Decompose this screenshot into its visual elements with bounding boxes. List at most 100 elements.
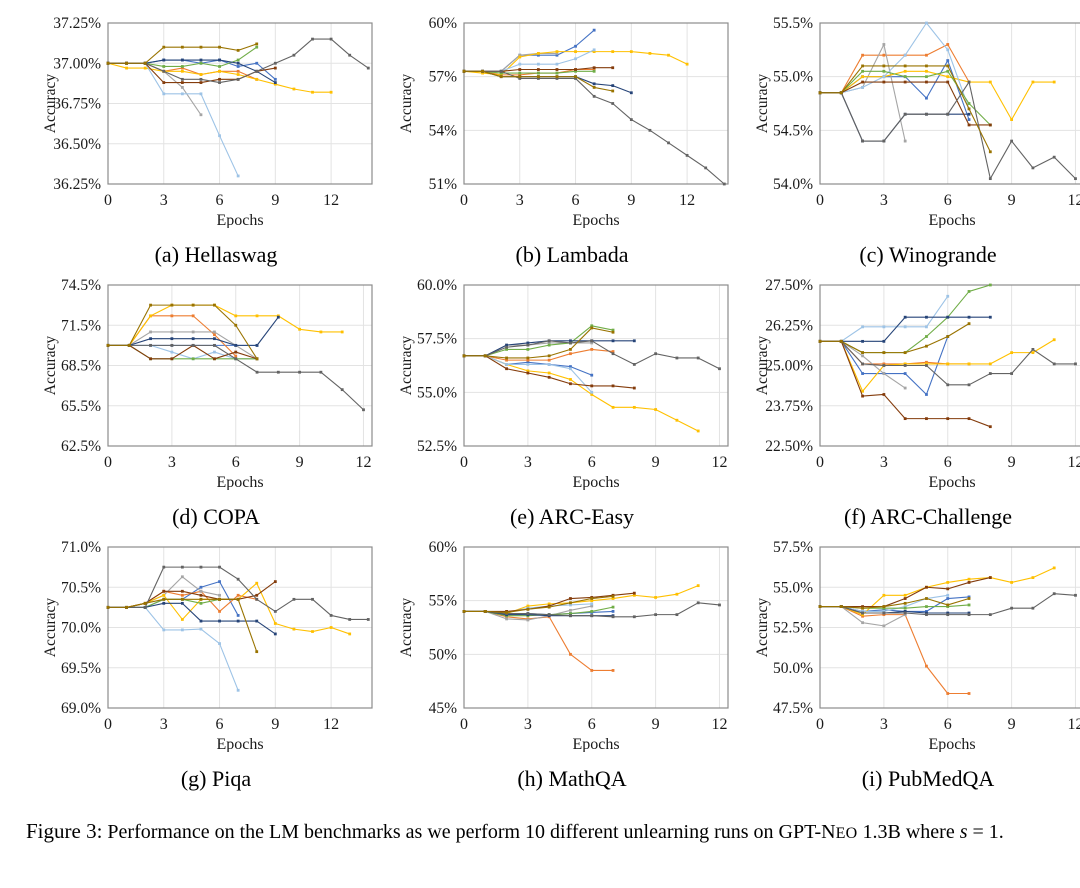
chart-panel-arc-challenge: 22.50% 23.75% 25.00% 26.25% 27.50% 0 3 6 9 12 Epoc… [754,278,1080,530]
svg-text:0: 0 [460,716,468,733]
hellaswag-line-chart: 36.25% 36.50% 36.75% 37.00% 37.25% 0 3 6 9 12 Epoc… [42,16,373,228]
svg-text:12: 12 [711,716,727,733]
svg-text:36.75%: 36.75% [53,96,101,113]
svg-text:23.75%: 23.75% [765,398,813,415]
svg-text:6: 6 [944,716,952,733]
svg-text:54.5%: 54.5% [773,122,813,139]
svg-text:0: 0 [104,192,112,209]
svg-text:12: 12 [679,192,695,209]
svg-text:Accuracy: Accuracy [42,336,59,396]
chart-caption-mathqa: (h) MathQA [517,766,627,791]
chart-panel-copa: 62.5% 65.5% 68.5% 71.5% 74.5% 0 3 6 9 12 Epochs Acc… [42,278,390,530]
svg-text:70.0%: 70.0% [61,620,101,637]
svg-text:3: 3 [524,716,532,733]
chart-panel-lambada: 51% 54% 57% 60% 0 3 6 9 12 Epochs Accuracy (b) Lam… [398,16,746,268]
svg-text:71.5%: 71.5% [61,317,101,334]
chart-panel-winogrande: 54.0% 54.5% 55.0% 55.5% 0 3 6 9 12 Epochs Accuracy… [754,16,1080,268]
svg-text:9: 9 [627,192,635,209]
svg-text:70.5%: 70.5% [61,579,101,596]
svg-text:3: 3 [880,454,888,471]
svg-text:Epochs: Epochs [216,474,263,490]
chart-caption-hellaswag: (a) Hellaswag [154,242,278,267]
svg-text:0: 0 [104,716,112,733]
svg-text:12: 12 [323,192,339,209]
chart-caption-piqa: (g) Piqa [180,766,252,791]
svg-text:3: 3 [160,716,168,733]
svg-text:6: 6 [588,716,596,733]
svg-text:52.5%: 52.5% [773,620,813,637]
svg-text:12: 12 [711,454,727,471]
chart-caption-copa: (d) COPA [172,504,260,529]
piqa-line-chart: 69.0% 69.5% 70.0% 70.5% 71.0% 0 3 6 9 12 Epochs Acc… [42,540,373,752]
svg-text:69.0%: 69.0% [61,700,101,717]
chart-panel-hellaswag: 36.25% 36.50% 36.75% 37.00% 37.25% 0 3 6 9 12 Epoc… [42,16,390,268]
chart-panel-pubmedqa: 47.5% 50.0% 52.5% 55.0% 57.5% 0 3 6 9 12 Epochs Acc… [754,540,1080,792]
figure-caption-body-2: 1.3B where [857,821,960,843]
svg-text:9: 9 [271,192,279,209]
svg-text:Accuracy: Accuracy [754,598,771,658]
svg-text:Accuracy: Accuracy [42,74,59,134]
svg-text:Accuracy: Accuracy [398,336,415,396]
svg-text:6: 6 [944,454,952,471]
svg-text:50.0%: 50.0% [773,660,813,677]
svg-text:3: 3 [516,192,524,209]
svg-text:3: 3 [160,192,168,209]
svg-text:62.5%: 62.5% [61,438,101,455]
svg-text:69.5%: 69.5% [61,660,101,677]
figure-caption: Figure 3: Performance on the LM benchmar… [26,818,1056,846]
chart-caption-arc-easy: (e) ARC-Easy [509,504,635,529]
svg-text:55.0%: 55.0% [773,579,813,596]
svg-text:9: 9 [271,716,279,733]
svg-text:12: 12 [355,454,371,471]
svg-text:55.5%: 55.5% [773,16,813,32]
svg-text:0: 0 [816,192,824,209]
figure-caption-label: Figure 3: [26,819,103,843]
svg-text:0: 0 [816,454,824,471]
mathqa-line-chart: 45% 50% 55% 60% 0 3 6 9 12 Epochs Accuracy [398,540,729,752]
svg-text:27.50%: 27.50% [765,278,813,294]
chart-panel-mathqa: 45% 50% 55% 60% 0 3 6 9 12 Epochs Accuracy (h) Mat… [398,540,746,792]
svg-text:9: 9 [1008,192,1016,209]
chart-caption-arc-challenge: (f) ARC-Challenge [843,504,1013,529]
svg-text:Epochs: Epochs [928,736,975,752]
svg-text:45%: 45% [429,700,458,717]
svg-text:54.0%: 54.0% [773,176,813,193]
svg-text:Accuracy: Accuracy [398,74,415,134]
figure-caption-smallcaps: EO [835,825,858,842]
pubmedqa-line-chart: 47.5% 50.0% 52.5% 55.0% 57.5% 0 3 6 9 12 Epochs Acc… [754,540,1080,752]
svg-text:0: 0 [460,454,468,471]
svg-text:37.25%: 37.25% [53,16,101,32]
svg-text:60%: 60% [429,540,458,556]
svg-text:Epochs: Epochs [572,736,619,752]
svg-text:71.0%: 71.0% [61,540,101,556]
svg-text:Accuracy: Accuracy [754,74,771,134]
svg-text:Epochs: Epochs [216,736,263,752]
svg-text:6: 6 [216,716,224,733]
svg-text:36.50%: 36.50% [53,136,101,153]
svg-text:55.0%: 55.0% [417,384,457,401]
svg-text:Accuracy: Accuracy [398,598,415,658]
chart-caption-pubmedqa: (i) PubMedQA [861,766,995,791]
svg-text:6: 6 [216,192,224,209]
figure-caption-body-3: = 1. [967,821,1004,843]
svg-text:3: 3 [524,454,532,471]
svg-text:68.5%: 68.5% [61,358,101,375]
svg-text:12: 12 [1067,192,1080,209]
chart-caption-lambada: (b) Lambada [515,242,629,267]
svg-text:12: 12 [1067,454,1080,471]
svg-text:22.50%: 22.50% [765,438,813,455]
svg-text:Epochs: Epochs [216,212,263,228]
svg-text:57.5%: 57.5% [417,331,457,348]
svg-text:36.25%: 36.25% [53,176,101,193]
arc-easy-line-chart: 52.5% 55.0% 57.5% 60.0% 0 3 6 9 12 Epochs Accuracy [398,278,729,490]
svg-text:25.00%: 25.00% [765,358,813,375]
svg-text:Accuracy: Accuracy [42,598,59,658]
svg-text:47.5%: 47.5% [773,700,813,717]
svg-text:3: 3 [880,192,888,209]
svg-text:55%: 55% [429,593,458,610]
svg-text:57.5%: 57.5% [773,540,813,556]
svg-text:6: 6 [944,192,952,209]
svg-text:6: 6 [572,192,580,209]
chart-caption-winogrande: (c) Winogrande [859,242,997,267]
svg-text:9: 9 [1008,716,1016,733]
